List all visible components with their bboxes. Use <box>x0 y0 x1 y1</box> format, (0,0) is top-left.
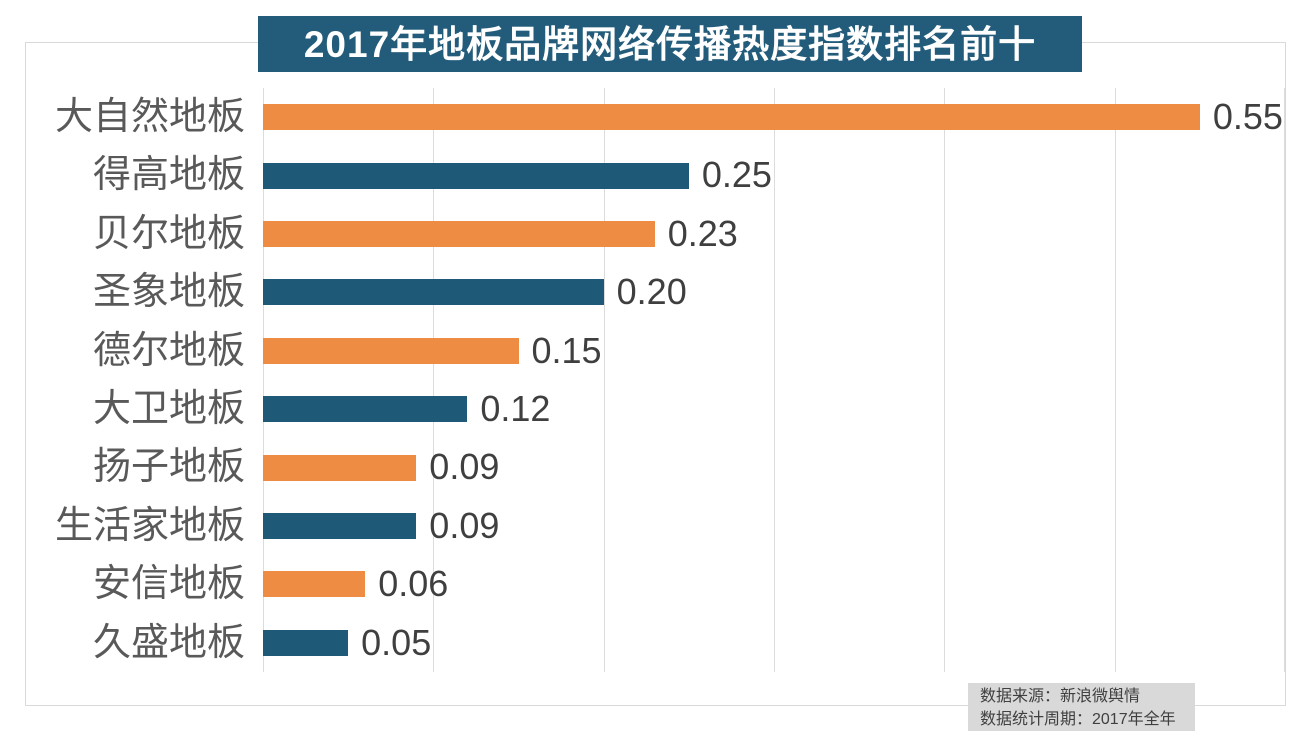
category-label: 安信地板 <box>92 563 245 606</box>
value-label: 0.20 <box>616 271 687 313</box>
bar <box>263 337 519 364</box>
gridline <box>263 88 264 672</box>
bar <box>263 454 417 481</box>
value-label: 0.06 <box>378 563 449 605</box>
bar <box>263 104 1200 131</box>
gridline <box>774 88 775 672</box>
bar <box>263 162 689 189</box>
gridline <box>433 88 435 672</box>
category-label: 德尔地板 <box>92 329 245 372</box>
gridline <box>603 88 605 672</box>
plot-area: 0.55 0.25 0.23 0.20 0.15 0.12 0.09 0.09 0.06 0.05 <box>263 88 1285 672</box>
category-label: 得高地板 <box>92 154 245 197</box>
category-label: 大卫地板 <box>92 388 245 430</box>
category-axis-labels: 大自然地板得高地板贝尔地板圣象地板德尔地板大卫地板扬子地板生活家地板安信地板久盛… <box>0 88 245 672</box>
chart-title: 2017年地板品牌网络传播热度指数排名前十 <box>258 16 1082 72</box>
value-label: 0.23 <box>667 212 738 254</box>
category-label: 扬子地板 <box>92 446 245 489</box>
category-label: 久盛地板 <box>92 621 245 664</box>
source-line-2: 数据统计周期：2017年全年 <box>980 711 1176 728</box>
value-label: 0.09 <box>429 446 500 488</box>
bar <box>263 571 366 598</box>
category-label: 生活家地板 <box>54 504 245 547</box>
value-label: 0.15 <box>531 329 602 371</box>
source-box: 数据来源：新浪微舆情 数据统计周期：2017年全年 <box>968 683 1195 731</box>
value-label: 0.55 <box>1212 96 1283 137</box>
category-label: 圣象地板 <box>92 271 245 314</box>
gridline <box>944 88 946 672</box>
bar <box>263 279 604 306</box>
category-label: 大自然地板 <box>54 96 245 138</box>
value-label: 0.05 <box>361 621 432 663</box>
value-label: 0.25 <box>701 154 772 196</box>
category-label: 贝尔地板 <box>92 212 245 255</box>
gridline <box>1284 88 1285 672</box>
bar <box>263 221 655 247</box>
value-label: 0.09 <box>429 504 500 546</box>
bar <box>263 513 417 539</box>
bar <box>263 396 468 423</box>
source-line-1: 数据来源：新浪微舆情 <box>980 688 1141 705</box>
bar <box>263 629 349 656</box>
value-label: 0.12 <box>480 388 551 429</box>
gridline <box>1114 88 1116 672</box>
